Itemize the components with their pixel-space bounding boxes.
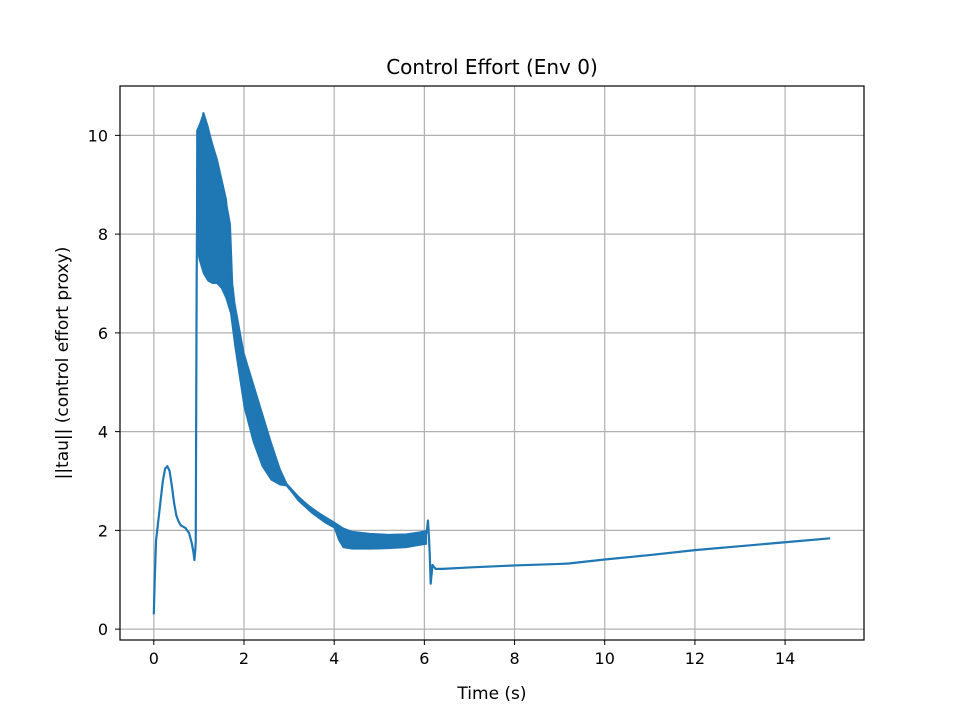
x-tick-label: 2 (239, 649, 249, 668)
x-axis-label: Time (s) (456, 684, 526, 704)
x-tick-label: 10 (595, 649, 615, 668)
x-tick-label: 12 (685, 649, 705, 668)
axis-ticks: 0 2 4 6 8 10 12 14 0 2 4 6 8 10 (88, 126, 796, 668)
y-tick-label: 8 (98, 225, 108, 244)
data-series (152, 112, 831, 615)
grid-lines (120, 86, 864, 640)
y-tick-label: 10 (88, 126, 108, 145)
series-line (152, 112, 831, 615)
chart-title: Control Effort (Env 0) (386, 55, 598, 79)
x-tick-label: 6 (419, 649, 429, 668)
oscillation-band-area (196, 111, 428, 550)
x-tick-label: 14 (775, 649, 795, 668)
y-tick-label: 4 (98, 423, 108, 442)
y-tick-label: 0 (98, 620, 108, 639)
plot-frame (119, 85, 865, 641)
x-tick-label: 4 (329, 649, 339, 668)
y-tick-label: 2 (98, 521, 108, 540)
x-tick-label: 8 (509, 649, 519, 668)
y-tick-label: 6 (98, 324, 108, 343)
y-axis-label: ||tau|| (control effort proxy) (53, 247, 73, 480)
oscillation-band (196, 111, 428, 550)
x-tick-label: 0 (149, 649, 159, 668)
